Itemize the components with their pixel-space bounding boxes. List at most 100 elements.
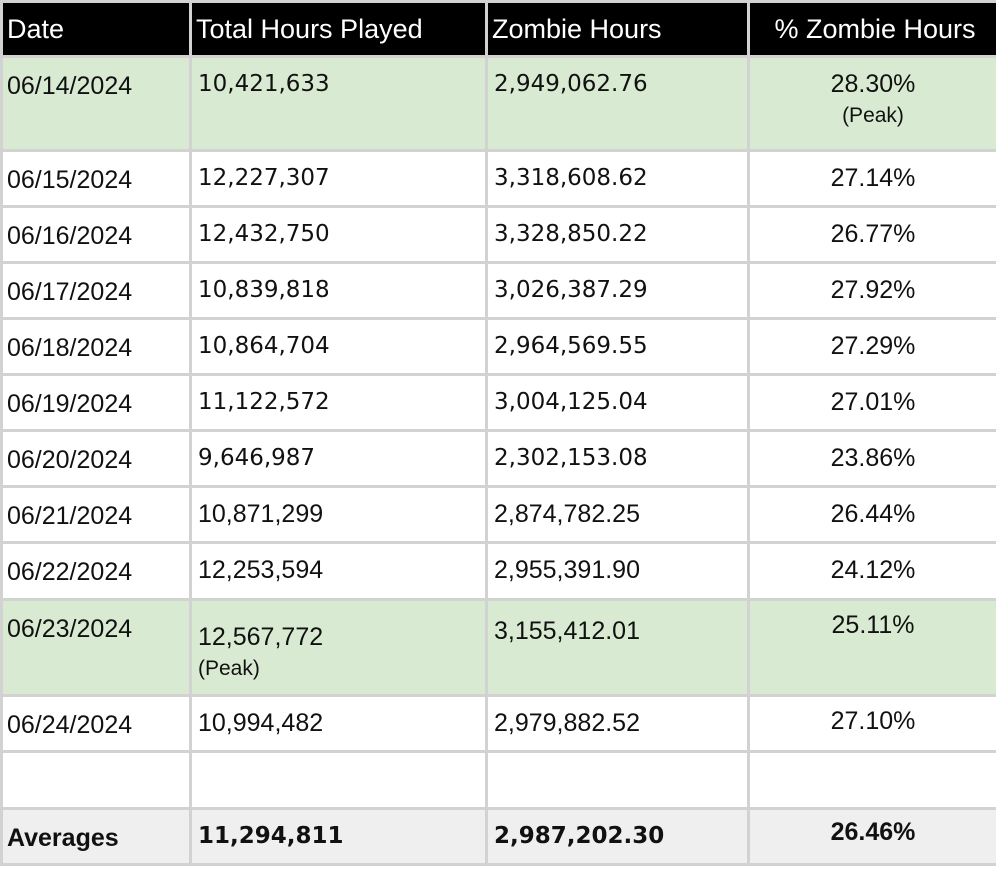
table-row: 06/24/2024 10,994,482 2,979,882.52 27.10… xyxy=(0,694,996,753)
zombie-hours-value: 2,302,153.08 xyxy=(494,445,648,471)
pct-zombie-cell[interactable]: 25.11% xyxy=(747,598,996,697)
zombie-hours-cell[interactable]: 2,949,062.76 xyxy=(485,55,750,152)
zombie-hours-cell[interactable]: 2,964,569.55 xyxy=(485,317,750,376)
pct-zombie-cell[interactable]: 27.10% xyxy=(747,694,996,753)
table-row: 06/22/2024 12,253,594 2,955,391.90 24.12… xyxy=(0,541,996,601)
table-row: 06/21/2024 10,871,299 2,874,782.25 26.44… xyxy=(0,485,996,544)
zombie-hours-value: 2,955,391.90 xyxy=(494,556,640,584)
date-value: 06/23/2024 xyxy=(7,615,133,643)
header-zombie-hours[interactable]: Zombie Hours xyxy=(485,0,750,58)
total-hours-cell[interactable]: 10,421,633 xyxy=(189,55,488,152)
pct-zombie-value: 27.29% xyxy=(830,332,916,360)
avg-zombie-hours-cell[interactable]: 2,987,202.30 xyxy=(485,807,750,866)
pct-zombie-cell[interactable]: 26.44% xyxy=(747,485,996,544)
total-hours-cell[interactable]: 10,994,482 xyxy=(189,694,488,753)
date-cell[interactable]: 06/16/2024 xyxy=(0,205,192,264)
pct-zombie-cell[interactable]: 26.77% xyxy=(747,205,996,264)
zombie-hours-cell[interactable] xyxy=(485,750,750,810)
pct-zombie-cell[interactable]: 24.12% xyxy=(747,541,996,601)
table-row: 06/17/2024 10,839,818 3,026,387.29 27.92… xyxy=(0,261,996,320)
zombie-hours-value: 2,979,882.52 xyxy=(494,709,640,737)
total-hours-cell[interactable]: 12,253,594 xyxy=(189,541,488,601)
avg-total-hours-value: 11,294,811 xyxy=(198,823,344,849)
pct-zombie-cell[interactable]: 23.86% xyxy=(747,429,996,488)
total-hours-cell[interactable] xyxy=(189,750,488,810)
total-hours-cell[interactable]: 10,864,704 xyxy=(189,317,488,376)
pct-zombie-value: 25.11% xyxy=(831,611,915,639)
date-cell[interactable]: 06/15/2024 xyxy=(0,149,192,208)
total-hours-cell[interactable]: 12,432,750 xyxy=(189,205,488,264)
table-row: 06/20/2024 9,646,987 2,302,153.08 23.86% xyxy=(0,429,996,488)
date-cell[interactable]: 06/22/2024 xyxy=(0,541,192,601)
total-hours-value: 9,646,987 xyxy=(198,445,316,471)
zombie-hours-cell[interactable]: 3,328,850.22 xyxy=(485,205,750,264)
total-hours-value: 12,567,772 xyxy=(198,623,324,651)
date-cell[interactable]: 06/20/2024 xyxy=(0,429,192,488)
pct-zombie-cell[interactable]: 27.01% xyxy=(747,373,996,432)
zombie-hours-cell[interactable]: 3,004,125.04 xyxy=(485,373,750,432)
total-hours-cell[interactable]: 9,646,987 xyxy=(189,429,488,488)
table-row: 06/15/2024 12,227,307 3,318,608.62 27.14… xyxy=(0,149,996,208)
total-hours-value: 10,994,482 xyxy=(198,709,324,737)
zombie-hours-cell[interactable]: 2,955,391.90 xyxy=(485,541,750,601)
date-cell[interactable]: 06/24/2024 xyxy=(0,694,192,753)
total-hours-cell[interactable]: 12,227,307 xyxy=(189,149,488,208)
averages-label-cell[interactable]: Averages xyxy=(0,807,192,866)
zombie-hours-value: 2,964,569.55 xyxy=(494,333,648,359)
zombie-hours-value: 3,318,608.62 xyxy=(494,165,648,191)
pct-zombie-cell[interactable]: 27.92% xyxy=(747,261,996,320)
zombie-hours-cell[interactable]: 3,155,412.01 xyxy=(485,598,750,697)
date-cell[interactable]: 06/17/2024 xyxy=(0,261,192,320)
zombie-hours-cell[interactable]: 3,318,608.62 xyxy=(485,149,750,208)
total-hours-value: 12,253,594 xyxy=(198,556,324,584)
zombie-hours-value: 3,328,850.22 xyxy=(494,221,648,247)
date-value: 06/18/2024 xyxy=(7,334,133,362)
header-total-hours[interactable]: Total Hours Played xyxy=(189,0,488,58)
pct-zombie-value: 27.14% xyxy=(830,164,916,192)
zombie-hours-value xyxy=(490,755,746,766)
pct-zombie-value xyxy=(752,755,995,766)
zombie-hours-cell[interactable]: 3,026,387.29 xyxy=(485,261,750,320)
avg-total-hours-cell[interactable]: 11,294,811 xyxy=(189,807,488,866)
zombie-hours-cell[interactable]: 2,979,882.52 xyxy=(485,694,750,753)
date-cell[interactable]: 06/19/2024 xyxy=(0,373,192,432)
pct-zombie-cell[interactable]: 27.29% xyxy=(747,317,996,376)
table-row: 06/19/2024 11,122,572 3,004,125.04 27.01… xyxy=(0,373,996,432)
date-cell[interactable]: 06/18/2024 xyxy=(0,317,192,376)
pct-zombie-cell[interactable]: 27.14% xyxy=(747,149,996,208)
table-row: 06/23/2024 12,567,772 (Peak) 3,155,412.01… xyxy=(0,598,996,697)
total-hours-value: 10,421,633 xyxy=(198,71,330,97)
date-cell[interactable]: 06/21/2024 xyxy=(0,485,192,544)
pct-zombie-value: 23.86% xyxy=(830,444,916,472)
zombie-hours-cell[interactable]: 2,302,153.08 xyxy=(485,429,750,488)
pct-zombie-cell[interactable]: 28.30% (Peak) xyxy=(747,55,996,152)
date-value: 06/24/2024 xyxy=(7,711,133,739)
pct-zombie-value: 26.77% xyxy=(830,220,916,248)
zombie-hours-value: 3,155,412.01 xyxy=(494,617,640,645)
total-hours-cell[interactable]: 11,122,572 xyxy=(189,373,488,432)
total-hours-cell[interactable]: 10,871,299 xyxy=(189,485,488,544)
zombie-hours-cell[interactable]: 2,874,782.25 xyxy=(485,485,750,544)
zombie-hours-value: 3,004,125.04 xyxy=(494,389,648,415)
date-cell[interactable]: 06/23/2024 xyxy=(0,598,192,697)
header-pct-zombie[interactable]: % Zombie Hours xyxy=(747,0,996,58)
date-value: 06/17/2024 xyxy=(7,278,133,306)
date-cell[interactable] xyxy=(0,750,192,810)
total-hours-cell[interactable]: 10,839,818 xyxy=(189,261,488,320)
pct-zombie-cell[interactable] xyxy=(747,750,996,810)
pct-zombie-value: 26.44% xyxy=(830,500,916,528)
table-row: 06/16/2024 12,432,750 3,328,850.22 26.77… xyxy=(0,205,996,264)
avg-pct-zombie-value: 26.46% xyxy=(830,818,916,846)
date-value: 06/20/2024 xyxy=(7,446,133,474)
header-row: Date Total Hours Played Zombie Hours % Z… xyxy=(0,0,996,58)
date-value: 06/19/2024 xyxy=(7,390,133,418)
avg-pct-zombie-cell[interactable]: 26.46% xyxy=(747,807,996,866)
total-hours-value: 11,122,572 xyxy=(198,389,330,415)
peak-note: (Peak) xyxy=(198,657,260,680)
total-hours-cell[interactable]: 12,567,772 (Peak) xyxy=(189,598,488,697)
header-date[interactable]: Date xyxy=(0,0,192,58)
zombie-hours-value: 2,874,782.25 xyxy=(494,500,640,528)
total-hours-value xyxy=(194,755,484,766)
date-cell[interactable]: 06/14/2024 xyxy=(0,55,192,152)
